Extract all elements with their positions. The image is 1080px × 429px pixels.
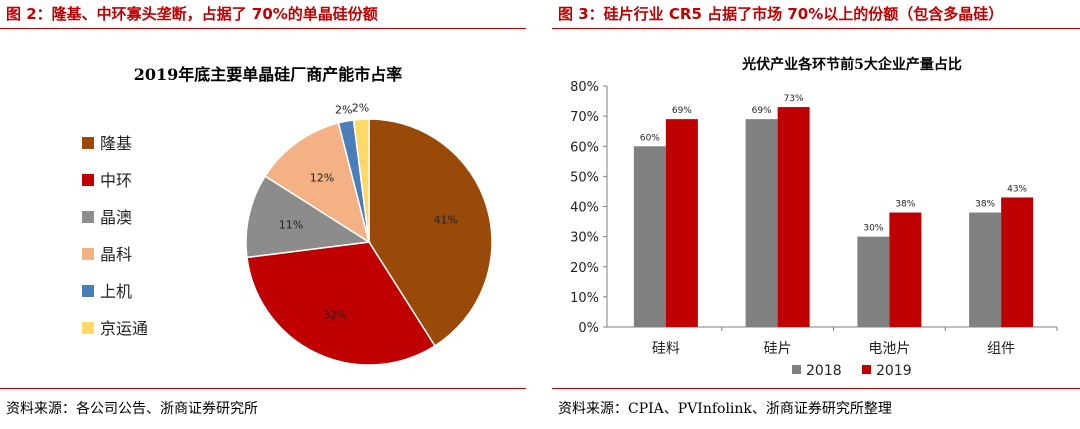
pie-legend-label: 中环 [100, 171, 132, 190]
pie-slice [246, 241, 436, 366]
legend-swatch [82, 322, 94, 334]
bar [969, 212, 1002, 327]
right-figure-panel: 图 3：硅片行业 CR5 占据了市场 70%以上的份额（包含多晶硅） 光伏产业各… [552, 0, 1080, 429]
x-tick-label: 电池片 [868, 341, 910, 357]
bar-value-label: 30% [863, 224, 883, 234]
pie-legend-label: 晶科 [100, 245, 132, 264]
y-tick-label: 70% [570, 110, 599, 125]
pie-legend-label: 上机 [100, 282, 132, 301]
bar-title: 光伏产业各环节前5大企业产量占比 [741, 56, 962, 73]
legend-swatch [82, 211, 94, 223]
bar [665, 119, 698, 327]
y-tick-label: 40% [570, 201, 599, 216]
y-tick-label: 50% [570, 170, 599, 185]
legend-swatch [862, 365, 871, 374]
left-figure-title: 图 2：隆基、中环寡头垄断，占据了 70%的单晶硅份额 [6, 5, 378, 23]
bar [1001, 197, 1034, 327]
legend-swatch [82, 174, 94, 186]
pie-value-label: 32% [323, 308, 347, 321]
bar-value-label: 60% [640, 133, 660, 143]
bar-value-label: 43% [1007, 184, 1027, 194]
bar-legend-label: 2018 [806, 363, 842, 379]
pie-value-label: 2% [335, 103, 352, 116]
y-tick-label: 30% [570, 231, 599, 246]
left-source-note: 资料来源：各公司公告、浙商证券研究所 [6, 401, 258, 417]
bar-legend-label: 2019 [876, 363, 912, 379]
bar-chart: 光伏产业各环节前5大企业产量占比 0% 10% 20% 30% 40% 50% 60% 70% 8… [570, 56, 1058, 379]
x-tick-label: 硅片 [764, 341, 792, 357]
bar-value-label: 38% [975, 200, 995, 210]
legend-swatch [82, 137, 94, 149]
legend-swatch [82, 285, 94, 297]
left-figure-panel: 图 2：隆基、中环寡头垄断，占据了 70%的单晶硅份额 2019年底主要单晶硅厂… [0, 0, 526, 429]
bar [633, 146, 666, 327]
bar [745, 119, 778, 327]
pie-legend-label: 隆基 [100, 134, 132, 153]
right-source-note: 资料来源：CPIA、PVInfolink、浙商证券研究所整理 [558, 401, 892, 417]
x-tick-label: 硅料 [652, 341, 680, 357]
bar-value-label: 69% [752, 106, 772, 116]
pie-value-label: 2% [352, 101, 369, 114]
y-tick-label: 20% [570, 261, 599, 276]
left-top-rule [0, 28, 526, 29]
bar [777, 107, 810, 328]
y-tick-label: 60% [570, 140, 599, 155]
y-tick-label: 80% [570, 80, 599, 95]
pie-value-label: 11% [279, 219, 303, 232]
pie-slice [264, 121, 371, 244]
pie-value-label: 12% [310, 171, 334, 184]
pie-legend-label: 京运通 [100, 319, 148, 338]
y-tick-label: 10% [570, 291, 599, 306]
bar-value-label: 38% [895, 200, 915, 210]
pie-chart: 2019年底主要单晶硅厂商产能市占率 41% 32% 11% 12% 2% 2% 隆基中环晶澳… [82, 65, 493, 366]
bar-value-label: 69% [672, 106, 692, 116]
right-bottom-rule [552, 388, 1080, 389]
x-tick-label: 组件 [987, 341, 1015, 357]
legend-swatch [792, 365, 801, 374]
pie-value-label: 41% [434, 214, 458, 227]
left-bottom-rule [0, 388, 526, 389]
bar [857, 236, 890, 327]
pie-slice [245, 175, 372, 259]
right-figure-title: 图 3：硅片行业 CR5 占据了市场 70%以上的份额（包含多晶硅） [558, 5, 1004, 23]
pie-slice [352, 118, 370, 243]
legend-swatch [82, 248, 94, 260]
pie-title: 2019年底主要单晶硅厂商产能市占率 [134, 65, 403, 84]
bar [889, 212, 922, 327]
bar-value-label: 73% [784, 94, 804, 104]
y-tick-label: 0% [578, 321, 599, 336]
right-top-rule [552, 28, 1080, 29]
pie-legend-label: 晶澳 [100, 208, 132, 227]
